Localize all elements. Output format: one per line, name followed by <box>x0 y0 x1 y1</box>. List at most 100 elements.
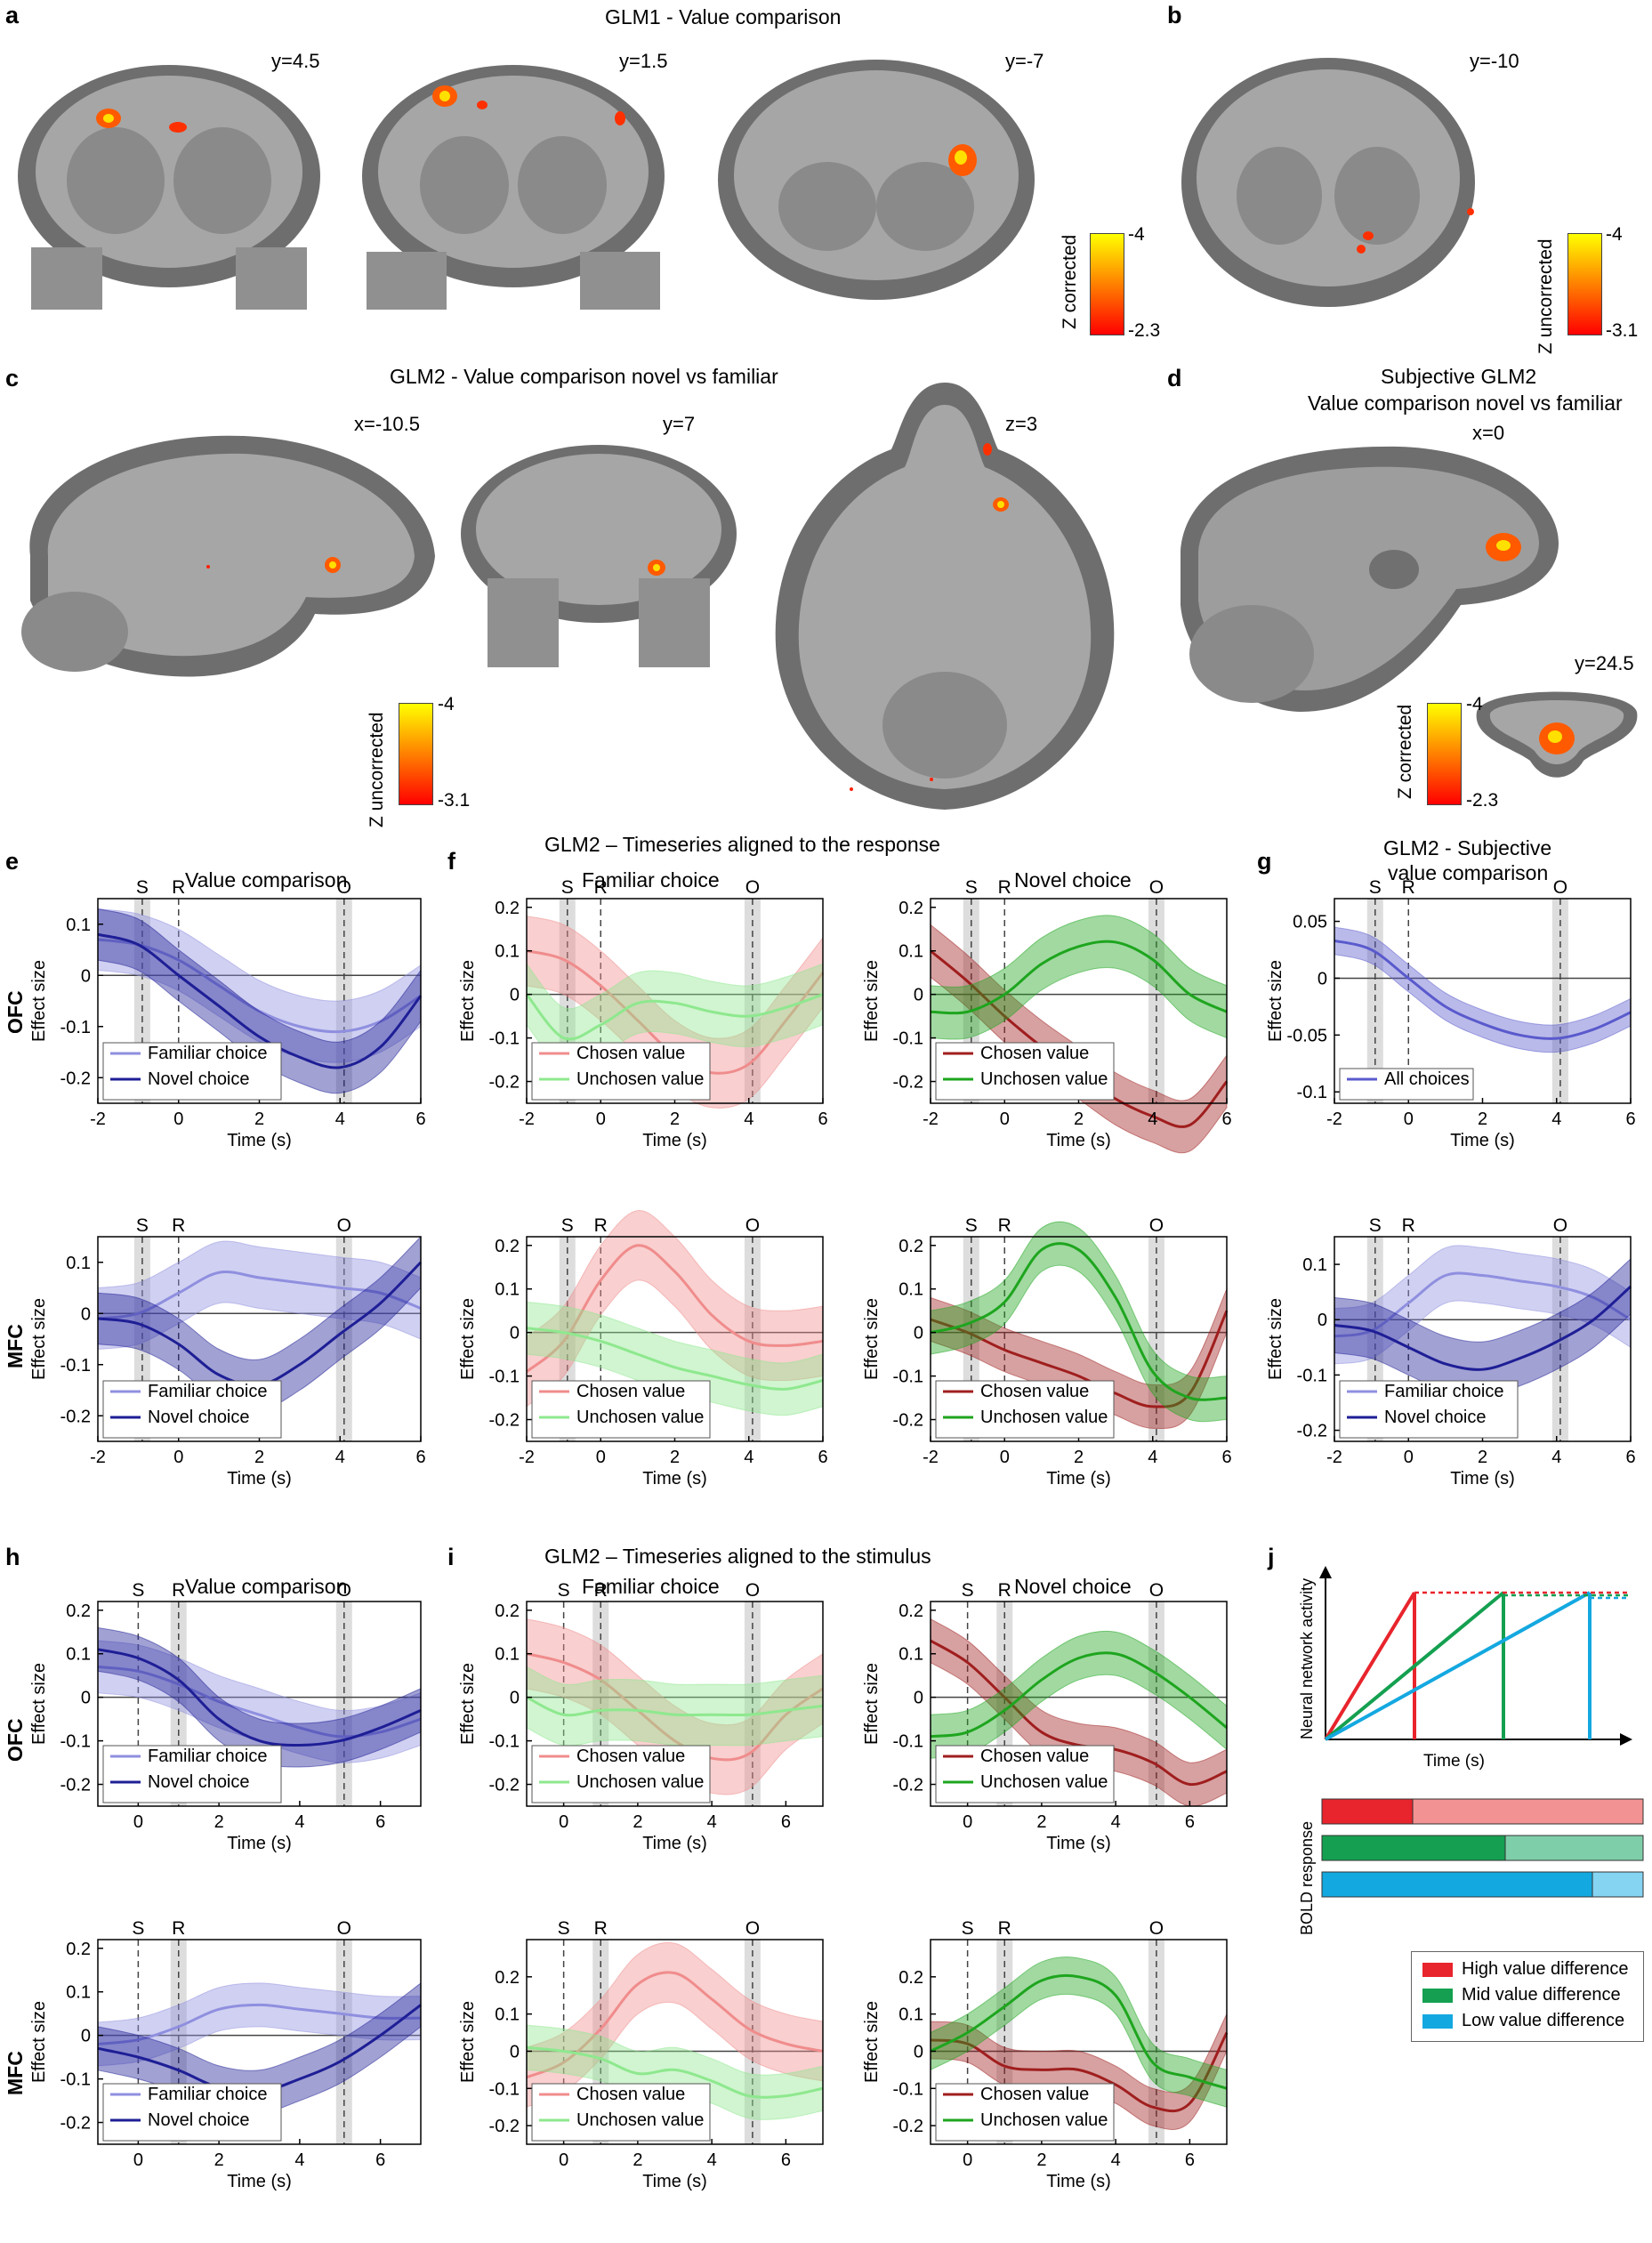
x-tick-label: 0 <box>1000 1109 1010 1129</box>
series-line-0 <box>930 2031 1229 2113</box>
brain-slice-a2 <box>362 65 665 310</box>
panel-label-i: i <box>447 1544 455 1570</box>
legend-label-0: Familiar choice <box>148 2085 267 2104</box>
j-bold-low-light <box>1592 1871 1644 1898</box>
y-tick-label: -0.2 <box>60 1407 91 1426</box>
event-label-O: O <box>1149 1215 1164 1236</box>
brain-slice-c2 <box>461 445 737 667</box>
y-axis-label: Effect size <box>458 2001 478 2083</box>
brain-slice-c1 <box>21 435 435 677</box>
y-tick-label: 0.1 <box>1302 1255 1327 1275</box>
colorbar-d <box>1427 703 1462 805</box>
y-tick-label: -0.2 <box>893 2117 923 2136</box>
x-tick-label: 2 <box>254 1448 264 1467</box>
colorbar-b-max: -4 <box>1606 224 1623 245</box>
x-tick-label: 0 <box>596 1448 606 1467</box>
j-bold-label: BOLD response <box>1298 1821 1316 1935</box>
x-tick-label: 4 <box>1148 1448 1157 1467</box>
y-axis-label: Effect size <box>458 1298 478 1380</box>
y-tick-label: -0.1 <box>893 1029 923 1049</box>
j-bold-mid-dark <box>1321 1835 1506 1861</box>
series-line-1 <box>97 932 423 1069</box>
event-label-R: R <box>594 1580 608 1601</box>
y-tick-label: -0.1 <box>60 1018 91 1037</box>
legend-label-1: Unchosen value <box>576 1408 704 1427</box>
x-tick-label: -2 <box>1326 1109 1342 1129</box>
colorbar-d-min: -2.3 <box>1466 790 1499 811</box>
x-tick-label: 6 <box>781 2150 791 2170</box>
y-tick-label: 0.1 <box>66 1983 91 2003</box>
legend-label-1: Novel choice <box>148 2110 250 2130</box>
x-tick-label: 4 <box>335 1448 345 1467</box>
y-tick-label: 0.2 <box>899 1602 923 1621</box>
series-line-1 <box>526 1696 824 1717</box>
event-label-R: R <box>1402 877 1415 898</box>
y-axis-label: Effect size <box>29 960 49 1042</box>
y-tick-label: 0 <box>510 986 520 1005</box>
chart-f_nov_ofc-group: S R O -2 0 2 4 6 -0.2 -0.1 0 0.1 0.2 Time (s) Effect s… <box>862 877 1232 1154</box>
panel-label-f: f <box>447 848 455 875</box>
y-tick-label: 0 <box>81 1304 91 1324</box>
slice-a3-coord: y=-7 <box>1005 50 1044 72</box>
y-tick-label: 0.1 <box>899 942 923 962</box>
plot-frame <box>930 1601 1228 1807</box>
y-tick-label: -0.2 <box>893 1411 923 1431</box>
x-axis-label: Time (s) <box>227 1834 292 1853</box>
y-tick-label: 0.1 <box>66 1645 91 1665</box>
x-tick-label: 4 <box>707 2150 717 2170</box>
legend-label-0: Chosen value <box>980 1382 1089 1401</box>
slice-c2-coord: y=7 <box>663 413 696 435</box>
j-xlabel: Time (s) <box>1423 1752 1485 1771</box>
panel-i-sub2: Novel choice <box>1014 1575 1132 1598</box>
y-tick-label: 0.1 <box>495 2005 520 2025</box>
legend-j-swatch-low <box>1422 2013 1453 2029</box>
series-line-0 <box>930 1639 1228 1787</box>
x-axis-label: Time (s) <box>642 1834 707 1853</box>
x-tick-label: 2 <box>633 1812 642 1832</box>
legend-j-label-high: High value difference <box>1462 1959 1629 1979</box>
x-tick-label: 0 <box>133 1812 143 1832</box>
legend-label-0: All choices <box>1384 1069 1470 1089</box>
panel-label-b: b <box>1167 2 1182 28</box>
y-tick-label: 0.1 <box>899 1280 923 1300</box>
y-axis-label: Effect size <box>29 1663 49 1745</box>
j-mid-ramp <box>1324 1591 1505 1741</box>
y-tick-label: 0.1 <box>899 1645 923 1665</box>
x-axis-label: Time (s) <box>642 2172 707 2191</box>
y-tick-label: 0.2 <box>899 1237 923 1256</box>
series-line-1 <box>930 940 1228 1015</box>
x-tick-label: 6 <box>818 1448 827 1467</box>
x-tick-label: 2 <box>633 2150 642 2170</box>
event-label-S: S <box>965 877 978 898</box>
event-label-S: S <box>558 1580 570 1601</box>
y-tick-label: -0.2 <box>60 1069 91 1088</box>
y-axis-label: Effect size <box>29 1298 49 1380</box>
legend-j-item-high: High value difference <box>1422 1959 1629 1980</box>
brain-slice-d2 <box>1476 691 1638 778</box>
panel-h-title: Value comparison <box>185 1575 348 1598</box>
y-tick-label: -0.1 <box>60 1356 91 1376</box>
x-tick-label: 4 <box>744 1448 753 1467</box>
x-tick-label: 2 <box>1478 1109 1487 1129</box>
j-bold-low-dark <box>1321 1871 1593 1898</box>
series-line-1 <box>930 1973 1228 2090</box>
y-tick-label: 0.1 <box>495 1645 520 1665</box>
x-axis-label: Time (s) <box>642 1469 707 1489</box>
brain-slice-a1 <box>18 65 320 310</box>
y-tick-label: -0.1 <box>893 1732 923 1752</box>
y-tick-label: -0.2 <box>60 1776 91 1795</box>
legend-label-1: Novel choice <box>148 1772 250 1792</box>
x-tick-label: 2 <box>1036 2150 1046 2170</box>
event-label-R: R <box>172 1580 185 1601</box>
event-label-R: R <box>998 1215 1011 1236</box>
panel-label-d: d <box>1167 365 1182 391</box>
legend-box <box>1339 1068 1474 1101</box>
panel-d-title-line2: Value comparison novel vs familiar <box>1308 391 1623 415</box>
x-tick-label: 6 <box>1221 1109 1231 1129</box>
x-tick-label: 2 <box>1074 1109 1084 1129</box>
chart-i_fam_ofc-group: S R O 0 2 4 6 -0.2 -0.1 0 0.1 0.2 Time (s) Effect siz… <box>458 1580 824 1853</box>
event-label-S: S <box>558 1918 570 1939</box>
legend-label-0: Chosen value <box>576 2085 685 2104</box>
